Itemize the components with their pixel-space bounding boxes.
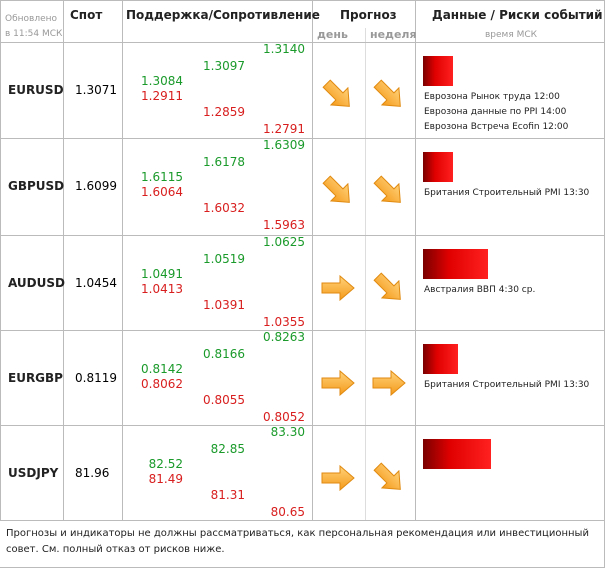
support: 0.8062 (141, 377, 183, 391)
event: Британия Строительный PMI 13:30 (424, 380, 590, 390)
support: 1.2791 (263, 122, 305, 136)
pair: AUDUSD (8, 276, 65, 290)
day-header: день (317, 28, 348, 41)
support: 81.49 (148, 472, 183, 486)
week-arrow (372, 272, 406, 305)
pair: USDJPY (8, 466, 59, 480)
column-line (415, 0, 416, 520)
risk-bar (423, 439, 491, 469)
column-line (312, 0, 313, 520)
risk-bar (423, 249, 488, 279)
resistance: 0.8142 (141, 362, 183, 376)
event: Еврозона Встреча Ecofin 12:00 (424, 122, 569, 132)
support: 1.2911 (141, 89, 183, 103)
event: Австралия ВВП 4:30 ср. (424, 285, 536, 295)
resistance: 1.0491 (141, 267, 183, 281)
resistance: 1.6115 (141, 170, 183, 184)
support: 0.8055 (203, 393, 245, 407)
day-arrow (321, 79, 355, 112)
event: Еврозона данные по PPI 14:00 (424, 107, 567, 117)
risk-bar (423, 152, 453, 182)
levels-header: Поддержка/Сопротивление (126, 8, 320, 22)
support: 1.0413 (141, 282, 183, 296)
support: 1.6032 (203, 201, 245, 215)
event: Еврозона Рынок труда 12:00 (424, 92, 560, 102)
border (0, 0, 1, 520)
row-line (0, 235, 605, 236)
pair: GBPUSD (8, 179, 65, 193)
week-arrow (372, 462, 406, 495)
updated-time: в 11:54 МСК (5, 29, 63, 39)
support: 1.0391 (203, 298, 245, 312)
week-arrow (372, 369, 406, 400)
spot: 1.6099 (75, 179, 117, 193)
resistance: 83.30 (270, 425, 305, 439)
day-arrow (321, 369, 355, 400)
day-arrow (321, 274, 355, 305)
resistance: 0.8166 (203, 347, 245, 361)
updated: Обновлено (5, 14, 58, 24)
spot: 1.0454 (75, 276, 117, 290)
support: 1.2859 (203, 105, 245, 119)
support: 81.31 (210, 488, 245, 502)
risk-bar (423, 56, 453, 86)
column-line (365, 28, 366, 520)
events-header: Данные / Риски событий (432, 8, 603, 22)
row-line (0, 425, 605, 426)
week-header: неделя (370, 28, 417, 41)
day-arrow (321, 175, 355, 208)
spot: 0.8119 (75, 371, 117, 385)
resistance: 1.6309 (263, 138, 305, 152)
row-line (0, 330, 605, 331)
column-line (122, 0, 123, 520)
resistance: 1.3097 (203, 59, 245, 73)
disclaimer: Прогнозы и индикаторы не должны рассматр… (6, 528, 589, 555)
resistance: 1.6178 (203, 155, 245, 169)
spot: 81.96 (75, 466, 110, 480)
border (0, 0, 605, 1)
resistance: 82.52 (148, 457, 183, 471)
risk-bar (423, 344, 458, 374)
resistance: 0.8263 (263, 330, 305, 344)
spot-header: Спот (70, 8, 103, 22)
pair: EURUSD (8, 83, 64, 97)
week-arrow (372, 175, 406, 208)
support: 0.8052 (263, 410, 305, 424)
events-time: время МСК (485, 30, 538, 40)
resistance: 1.3140 (263, 42, 305, 56)
forecast-header: Прогноз (340, 8, 397, 22)
day-arrow (321, 464, 355, 495)
resistance: 1.3084 (141, 74, 183, 88)
row-line (0, 520, 605, 521)
row-line (0, 42, 605, 43)
support: 80.65 (270, 505, 305, 519)
resistance: 1.0519 (203, 252, 245, 266)
spot: 1.3071 (75, 83, 117, 97)
resistance: 82.85 (210, 442, 245, 456)
support: 1.5963 (263, 218, 305, 232)
event: Британия Строительный PMI 13:30 (424, 188, 590, 198)
support: 1.6064 (141, 185, 183, 199)
column-line (63, 0, 64, 520)
row-line (0, 138, 605, 139)
week-arrow (372, 79, 406, 112)
resistance: 1.0625 (263, 235, 305, 249)
pair: EURGBP (8, 371, 63, 385)
support: 1.0355 (263, 315, 305, 329)
